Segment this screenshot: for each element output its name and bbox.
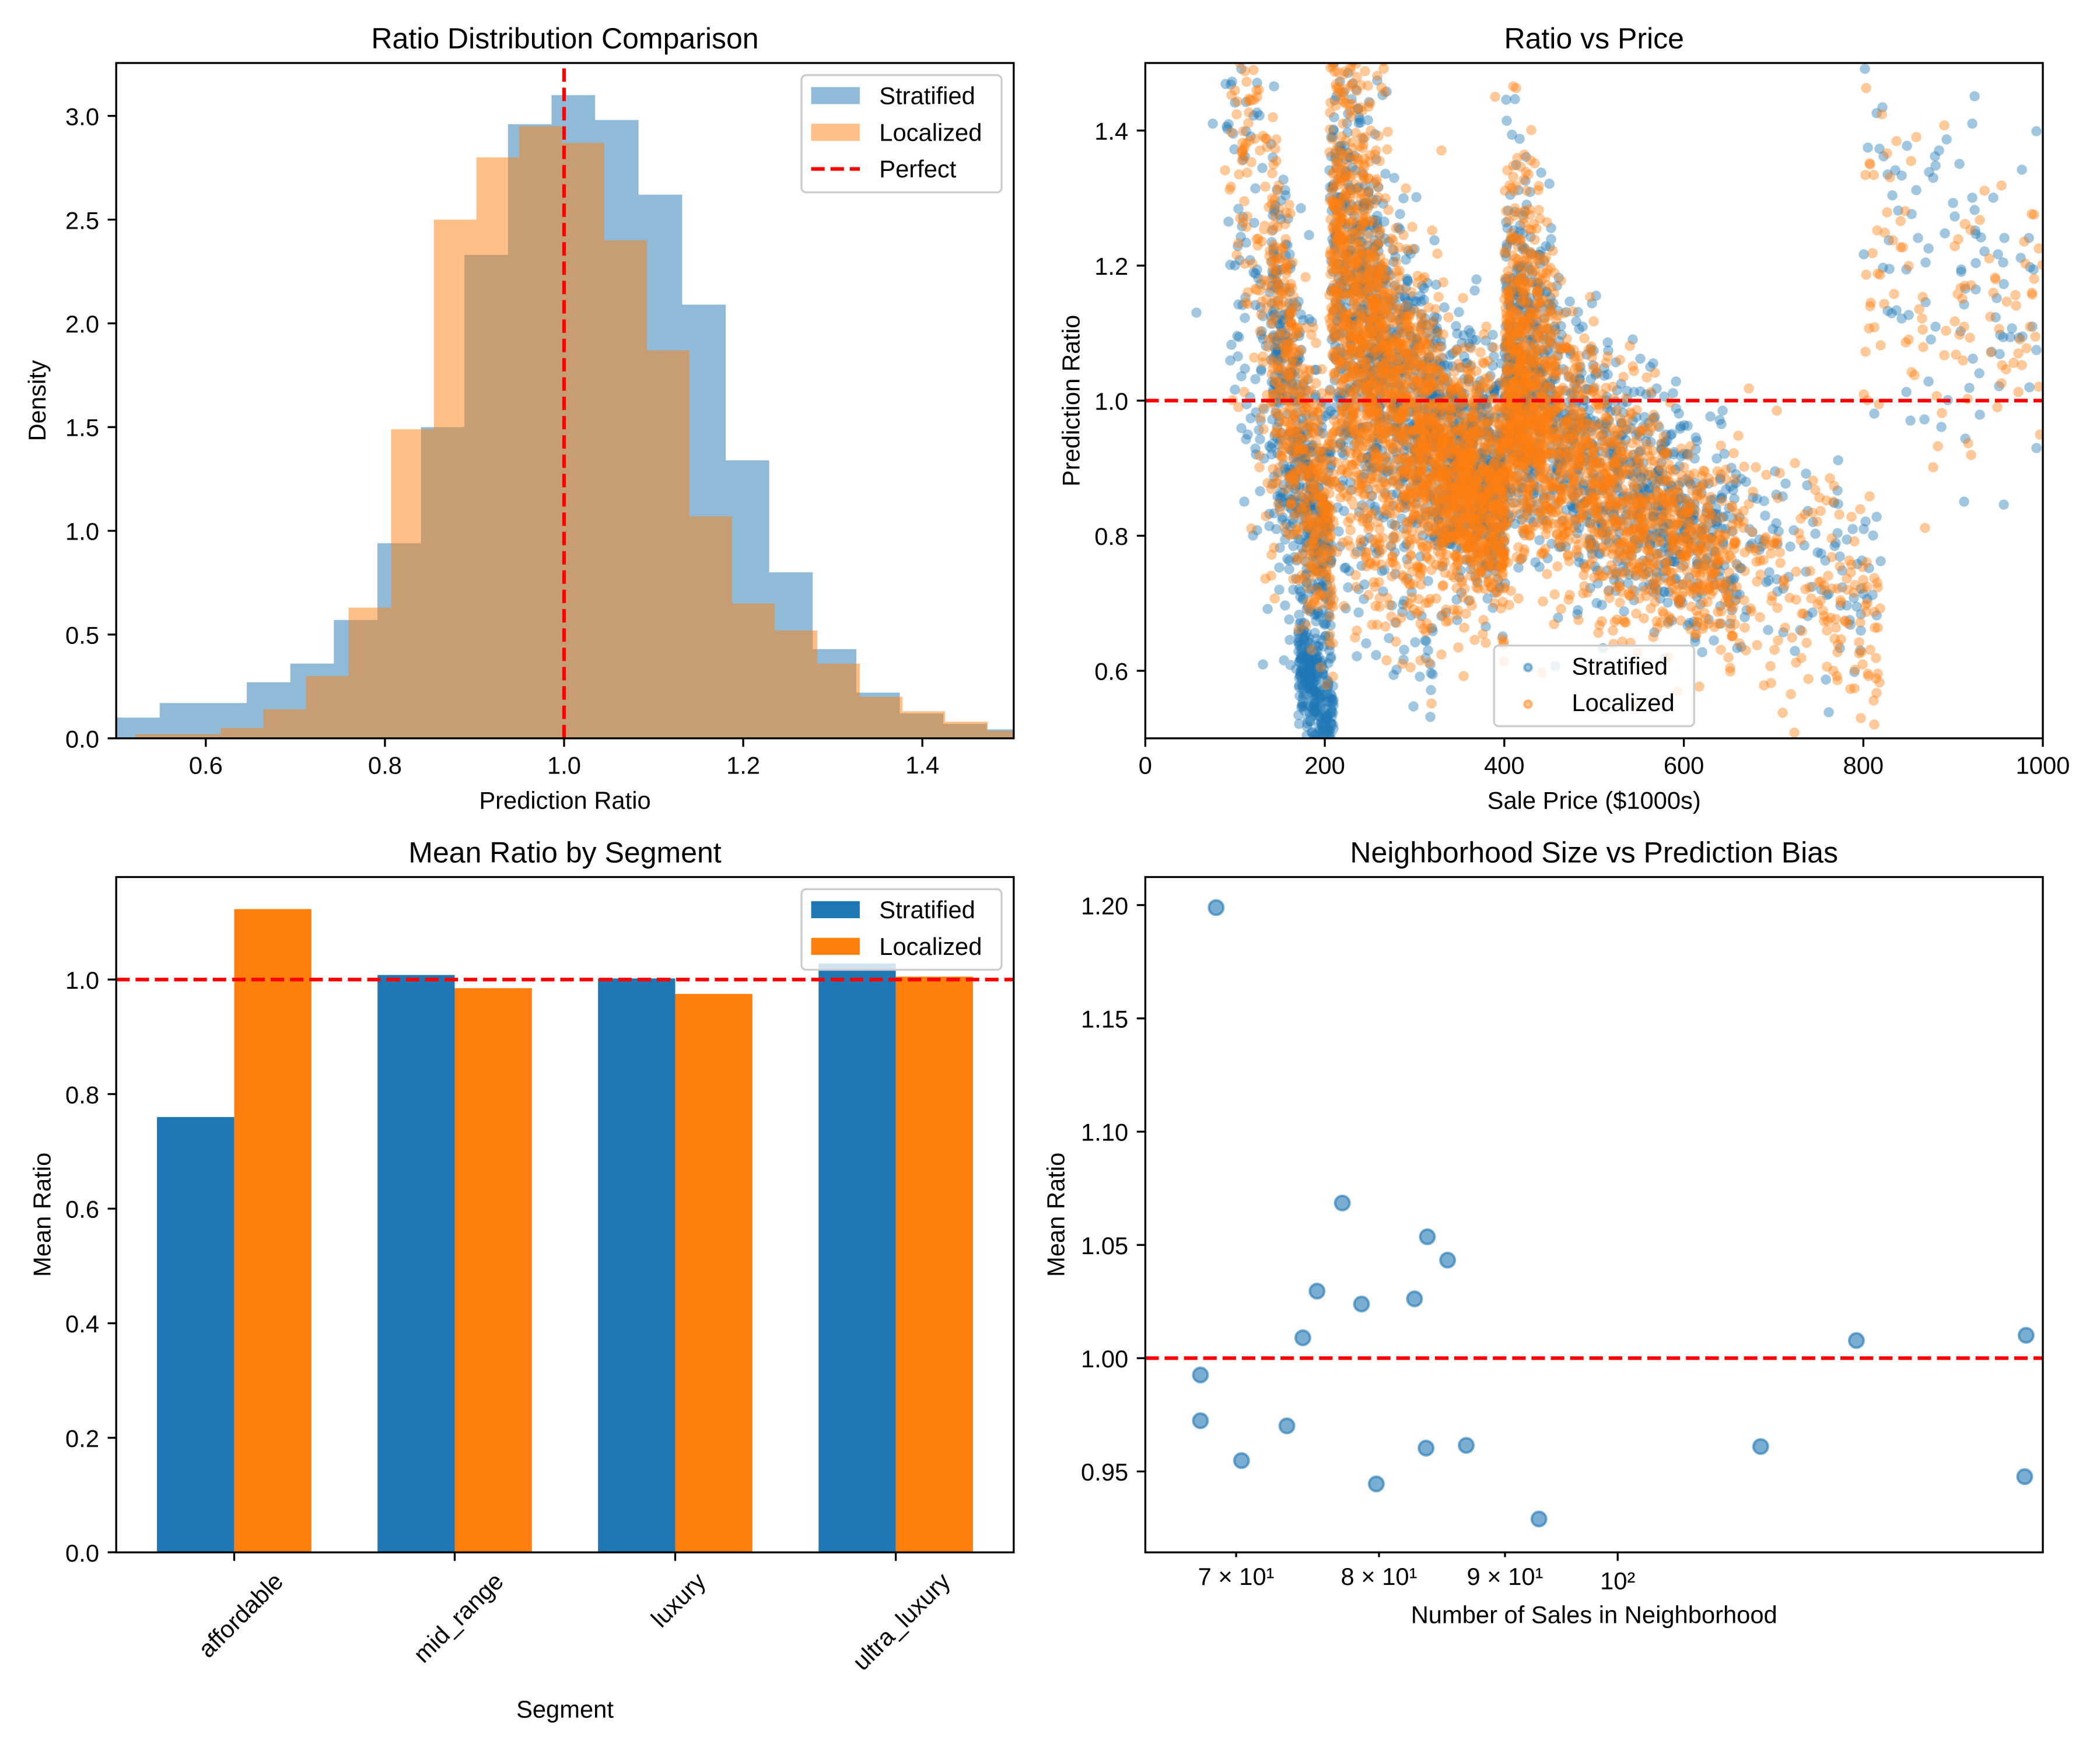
svg-text:Mean Ratio: Mean Ratio [1042, 1153, 1069, 1277]
svg-text:0.4: 0.4 [65, 1310, 99, 1338]
svg-text:1.2: 1.2 [1094, 253, 1128, 280]
svg-text:0.8: 0.8 [1094, 523, 1128, 550]
svg-text:1.4: 1.4 [1094, 117, 1128, 145]
svg-text:1.0: 1.0 [65, 967, 99, 994]
svg-text:Prediction Ratio: Prediction Ratio [479, 787, 650, 814]
svg-text:Ratio Distribution Comparison: Ratio Distribution Comparison [371, 22, 758, 55]
svg-text:Stratified: Stratified [1572, 652, 1668, 680]
svg-text:200: 200 [1304, 751, 1345, 779]
svg-text:10²: 10² [1600, 1567, 1635, 1594]
svg-text:2.0: 2.0 [65, 310, 99, 338]
svg-text:1.4: 1.4 [905, 751, 939, 779]
svg-text:2.5: 2.5 [65, 206, 99, 234]
svg-text:Density: Density [23, 360, 51, 441]
svg-text:0.6: 0.6 [189, 751, 223, 779]
svg-text:400: 400 [1484, 751, 1525, 779]
svg-text:0.0: 0.0 [65, 725, 99, 752]
svg-text:1.5: 1.5 [65, 414, 99, 442]
svg-text:1.0: 1.0 [1094, 388, 1128, 415]
svg-text:1.2: 1.2 [726, 751, 760, 779]
svg-text:0.95: 0.95 [1081, 1458, 1128, 1486]
svg-text:0.0: 0.0 [65, 1539, 99, 1567]
svg-text:600: 600 [1664, 751, 1704, 779]
svg-text:Sale Price ($1000s): Sale Price ($1000s) [1488, 787, 1701, 814]
svg-text:Stratified: Stratified [879, 896, 975, 923]
svg-text:1.0: 1.0 [65, 518, 99, 545]
svg-text:0.8: 0.8 [368, 751, 402, 779]
svg-text:Segment: Segment [516, 1696, 614, 1723]
svg-text:Localized: Localized [1572, 689, 1675, 716]
svg-text:1.05: 1.05 [1081, 1232, 1128, 1259]
svg-text:0.8: 0.8 [65, 1081, 99, 1108]
svg-text:Perfect: Perfect [879, 155, 956, 183]
svg-text:Mean Ratio: Mean Ratio [29, 1153, 56, 1277]
svg-text:0.5: 0.5 [65, 622, 99, 649]
svg-text:1.10: 1.10 [1081, 1119, 1128, 1146]
svg-text:Localized: Localized [879, 118, 982, 146]
svg-text:1000: 1000 [2016, 751, 2070, 779]
svg-text:Neighborhood Size vs Predictio: Neighborhood Size vs Prediction Bias [1350, 836, 1838, 869]
svg-text:Number of Sales in Neighborhoo: Number of Sales in Neighborhood [1411, 1601, 1777, 1629]
svg-text:1.00: 1.00 [1081, 1345, 1128, 1373]
svg-text:9 × 10¹: 9 × 10¹ [1467, 1563, 1544, 1590]
svg-text:800: 800 [1843, 751, 1884, 779]
svg-text:0.2: 0.2 [65, 1425, 99, 1452]
svg-text:8 × 10¹: 8 × 10¹ [1341, 1563, 1418, 1590]
svg-text:1.0: 1.0 [547, 751, 581, 779]
svg-text:0.6: 0.6 [65, 1196, 99, 1223]
svg-text:Localized: Localized [879, 933, 982, 960]
svg-text:1.15: 1.15 [1081, 1005, 1128, 1032]
svg-text:Stratified: Stratified [879, 82, 975, 110]
svg-text:Mean Ratio by Segment: Mean Ratio by Segment [408, 836, 722, 869]
svg-text:3.0: 3.0 [65, 103, 99, 130]
svg-text:7 × 10¹: 7 × 10¹ [1198, 1563, 1275, 1590]
svg-text:0: 0 [1139, 751, 1152, 779]
svg-text:0.6: 0.6 [1094, 658, 1128, 685]
svg-text:Prediction Ratio: Prediction Ratio [1058, 315, 1085, 487]
svg-text:1.20: 1.20 [1081, 892, 1128, 919]
svg-text:Ratio vs Price: Ratio vs Price [1504, 22, 1684, 55]
